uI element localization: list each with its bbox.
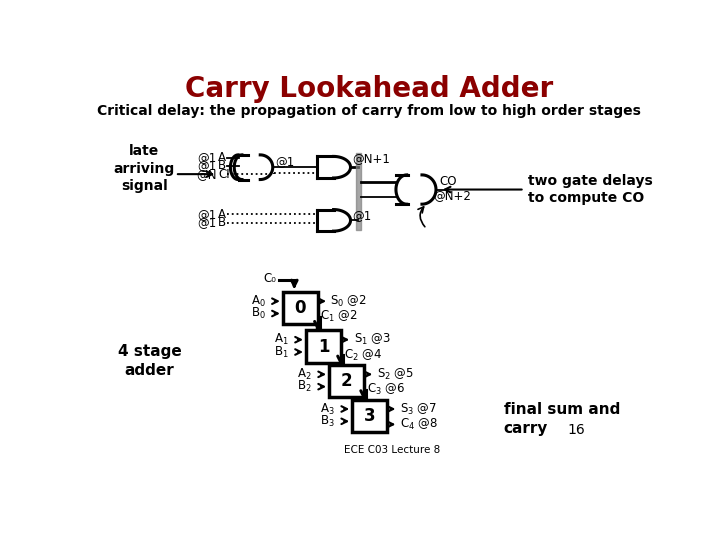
Text: A: A [218, 208, 226, 221]
Text: late
arriving
signal: late arriving signal [114, 144, 175, 193]
Text: B$_3$: B$_3$ [320, 414, 335, 429]
Text: @1: @1 [197, 159, 217, 172]
FancyBboxPatch shape [329, 365, 364, 397]
Text: @N+1: @N+1 [352, 152, 390, 165]
Text: ECE C03 Lecture 8: ECE C03 Lecture 8 [344, 445, 441, 455]
FancyBboxPatch shape [352, 400, 387, 432]
Text: C$_{3}$ @6: C$_{3}$ @6 [366, 382, 405, 397]
FancyBboxPatch shape [306, 330, 341, 363]
Text: A: A [218, 151, 226, 165]
Text: S$_3$ @7: S$_3$ @7 [400, 401, 437, 416]
Text: C$_{1}$ @2: C$_{1}$ @2 [320, 309, 359, 324]
Text: @1: @1 [197, 151, 217, 165]
Text: 16: 16 [567, 423, 585, 437]
Text: 0: 0 [294, 299, 306, 317]
Text: two gate delays
to compute CO: two gate delays to compute CO [528, 174, 653, 205]
Text: 1: 1 [318, 338, 329, 356]
Text: CI: CI [218, 167, 230, 181]
Text: B$_0$: B$_0$ [251, 306, 266, 321]
Text: A$_1$: A$_1$ [274, 332, 289, 347]
Text: @N+2: @N+2 [433, 189, 472, 202]
Text: Critical delay: the propagation of carry from low to high order stages: Critical delay: the propagation of carry… [97, 104, 641, 118]
Text: C$_{2}$ @4: C$_{2}$ @4 [343, 348, 382, 363]
Text: B$_1$: B$_1$ [274, 345, 289, 360]
Text: S$_1$ @3: S$_1$ @3 [354, 332, 391, 347]
Text: S$_2$ @5: S$_2$ @5 [377, 367, 414, 382]
Text: A$_0$: A$_0$ [251, 294, 266, 309]
Text: Carry Lookahead Adder: Carry Lookahead Adder [185, 76, 553, 104]
Text: A$_2$: A$_2$ [297, 367, 312, 382]
Text: @1: @1 [275, 154, 294, 167]
Text: B$_2$: B$_2$ [297, 379, 312, 394]
Text: CO: CO [440, 176, 457, 188]
Text: @1: @1 [197, 216, 217, 229]
Text: B: B [218, 216, 226, 229]
Text: final sum and
carry: final sum and carry [504, 402, 620, 436]
Text: @1: @1 [352, 209, 372, 222]
Text: @N: @N [196, 167, 217, 181]
Text: S$_0$ @2: S$_0$ @2 [330, 294, 367, 309]
Text: 3: 3 [364, 407, 376, 425]
Text: 2: 2 [341, 372, 353, 390]
FancyBboxPatch shape [283, 292, 318, 325]
Text: @1: @1 [197, 208, 217, 221]
Text: C$_{4}$ @8: C$_{4}$ @8 [400, 417, 438, 432]
Text: C₀: C₀ [264, 272, 276, 285]
Text: 4 stage
adder: 4 stage adder [117, 345, 181, 378]
Text: A$_3$: A$_3$ [320, 401, 335, 416]
Text: B: B [218, 159, 226, 172]
